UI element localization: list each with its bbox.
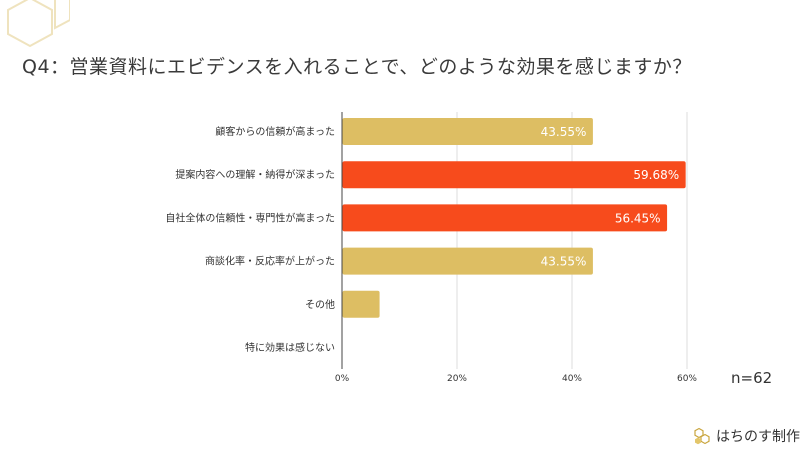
sample-size-label: n=62 — [731, 369, 773, 387]
hexagon-honeycomb-icon — [694, 427, 710, 445]
brand-logo: はちのす制作 — [693, 426, 800, 446]
data-label: 43.55% — [541, 255, 587, 269]
bar — [342, 118, 593, 145]
category-label: 自社全体の信頼性・専門性が高まった — [165, 211, 335, 224]
data-label: 56.45% — [615, 211, 661, 225]
category-label: 提案内容への理解・納得が深まった — [175, 168, 335, 181]
bar — [342, 290, 380, 318]
bar — [342, 161, 686, 189]
x-tick-label: 0% — [335, 374, 350, 384]
data-label: 43.55% — [541, 125, 587, 139]
page-title: Q4：営業資料にエビデンスを入れることで、どのような効果を感じますか？ — [22, 56, 692, 78]
category-label: 特に効果は感じない — [245, 341, 335, 354]
category-label: その他 — [305, 298, 335, 311]
data-label: 59.68% — [633, 168, 679, 182]
bar — [342, 204, 668, 232]
x-tick-label: 60% — [677, 374, 697, 384]
honeycomb-decoration — [7, 0, 70, 48]
category-label: 商談化率・反応率が上がった — [205, 255, 335, 268]
x-tick-label: 20% — [447, 374, 467, 384]
bar — [342, 247, 593, 275]
x-tick-label: 40% — [562, 374, 582, 384]
brand-name: はちのす制作 — [716, 429, 800, 445]
category-label: 顧客からの信頼が高まった — [215, 125, 335, 138]
